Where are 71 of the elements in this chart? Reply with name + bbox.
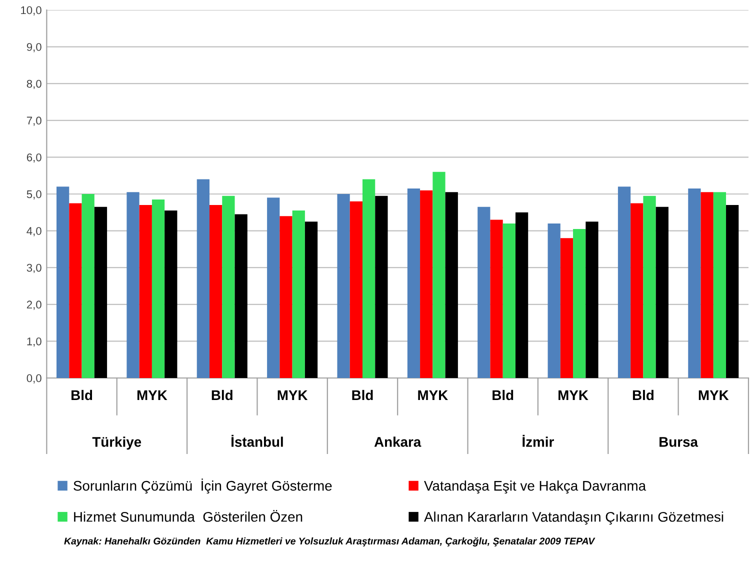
- bar: [139, 205, 152, 378]
- legend-label: Vatandaşa Eşit ve Hakça Davranma: [424, 480, 646, 494]
- bar: [560, 238, 574, 378]
- bar: [222, 196, 235, 378]
- bar: [292, 210, 305, 378]
- bar: [573, 228, 586, 378]
- bar: [490, 220, 503, 378]
- text: Ankara: [374, 436, 422, 447]
- bar: [700, 192, 714, 378]
- bar: [164, 210, 178, 378]
- bar: [267, 198, 280, 378]
- bar: [210, 205, 222, 378]
- bar: [375, 196, 388, 378]
- bar: [196, 179, 210, 378]
- bar: [515, 212, 528, 378]
- bar: [586, 222, 598, 378]
- y-tick-label: 10,0: [21, 6, 42, 16]
- x-tick-label: Bld: [352, 390, 373, 400]
- bar: [643, 196, 656, 378]
- y-tick-label: 7,0: [26, 116, 42, 126]
- bar: [350, 201, 362, 378]
- bar: [56, 186, 70, 378]
- y-tick-label: 4,0: [26, 227, 42, 236]
- y-tick-label: 9,0: [26, 43, 42, 52]
- legend-label: Alınan Kararların Vatandaşın Çıkarını Gözetmesi: [424, 512, 724, 525]
- text: İzmir: [522, 434, 554, 447]
- bar: [630, 203, 644, 378]
- x-tick-label: Bld: [212, 390, 232, 400]
- x-tick-label: Bld: [632, 390, 654, 400]
- y-tick-label: 3,0: [26, 264, 42, 274]
- bar: [420, 190, 433, 378]
- x-tick-label: MYK: [137, 390, 168, 400]
- bar: [502, 223, 516, 378]
- y-tick-label: 1,0: [27, 337, 42, 347]
- bar: [280, 216, 292, 378]
- x-tick-label: Bld: [72, 390, 92, 400]
- text: İstanbul: [232, 434, 283, 447]
- bar: [234, 214, 248, 378]
- x-tick-label: MYK: [278, 390, 308, 400]
- y-tick-label: 6,0: [26, 153, 42, 163]
- bar: [82, 194, 94, 378]
- bar: [407, 188, 420, 378]
- bar: [304, 222, 318, 378]
- text: Türkiye: [92, 436, 142, 450]
- y-tick-label: 8,0: [26, 80, 42, 90]
- y-tick-label: 2,0: [26, 300, 42, 310]
- bar: [445, 192, 458, 378]
- bar: [126, 192, 140, 378]
- bar: [337, 194, 350, 378]
- bar: [152, 200, 165, 378]
- bar: [713, 192, 726, 378]
- y-tick-label: 0,0: [26, 374, 42, 384]
- bar: [94, 206, 108, 378]
- x-tick-label: Bld: [492, 390, 514, 400]
- bar: [69, 203, 82, 378]
- legend-label: Sorunların Çözümü İçin Gayret Gösterme: [74, 478, 332, 494]
- x-tick-label: MYK: [558, 390, 588, 400]
- bar: [618, 186, 631, 378]
- bar: [362, 179, 376, 378]
- x-tick-label: MYK: [698, 390, 729, 400]
- x-tick-label: MYK: [418, 390, 448, 400]
- bar: [688, 188, 701, 378]
- bar: [478, 206, 490, 378]
- bar: [548, 223, 560, 378]
- bar: [432, 172, 446, 378]
- bar: [726, 205, 739, 378]
- text: Kaynak: Hanehalkı Gözünden Kamu Hizmetleri ve Yolsuzluk Araştırması Adaman, Çarkoğlu, Şenatalar 2009 TEPAV: [64, 537, 596, 546]
- y-tick-label: 5,0: [26, 190, 42, 200]
- bar: [656, 206, 668, 378]
- legend-label: Hizmet Sunumunda Gösterilen Özen: [74, 510, 302, 522]
- text: Bursa: [660, 437, 698, 447]
